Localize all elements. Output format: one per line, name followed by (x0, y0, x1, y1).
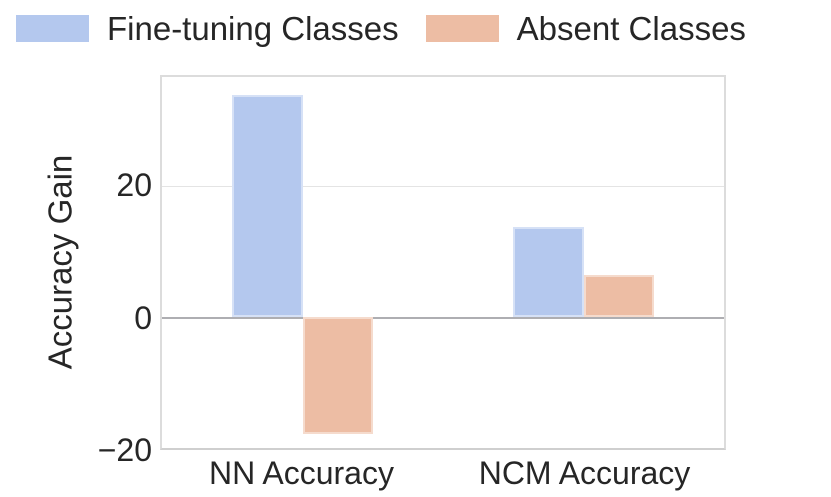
legend-label-fine-tuning-classes: Fine-tuning Classes (107, 10, 399, 47)
legend-item-fine-tuning-classes: Fine-tuning Classes (16, 12, 399, 45)
bar-fine-tuning-classes-ncm-accuracy (513, 226, 584, 318)
legend-item-absent-classes: Absent Classes (425, 10, 746, 47)
legend-label-absent-classes: Absent Classes (516, 10, 746, 47)
y-tick-label-0: 0 (134, 299, 152, 336)
x-tick-label-ncm-accuracy: NCM Accuracy (478, 455, 691, 491)
bar-fine-tuning-classes-nn-accuracy (232, 94, 303, 318)
plot-area (160, 75, 726, 450)
bar-absent-classes-ncm-accuracy (583, 274, 654, 318)
y-tick-label-20: −20 (97, 432, 152, 468)
bar-absent-classes-nn-accuracy (302, 317, 373, 434)
legend-swatch-absent-classes (425, 15, 499, 42)
x-tick-label-nn-accuracy: NN Accuracy (209, 455, 394, 491)
legend-swatch-fine-tuning-classes (16, 15, 89, 42)
zero-line (162, 317, 724, 320)
y-tick-label-20: 20 (116, 167, 152, 204)
legend: Fine-tuning Classes Absent Classes (16, 12, 746, 45)
gridline-20 (162, 186, 724, 188)
